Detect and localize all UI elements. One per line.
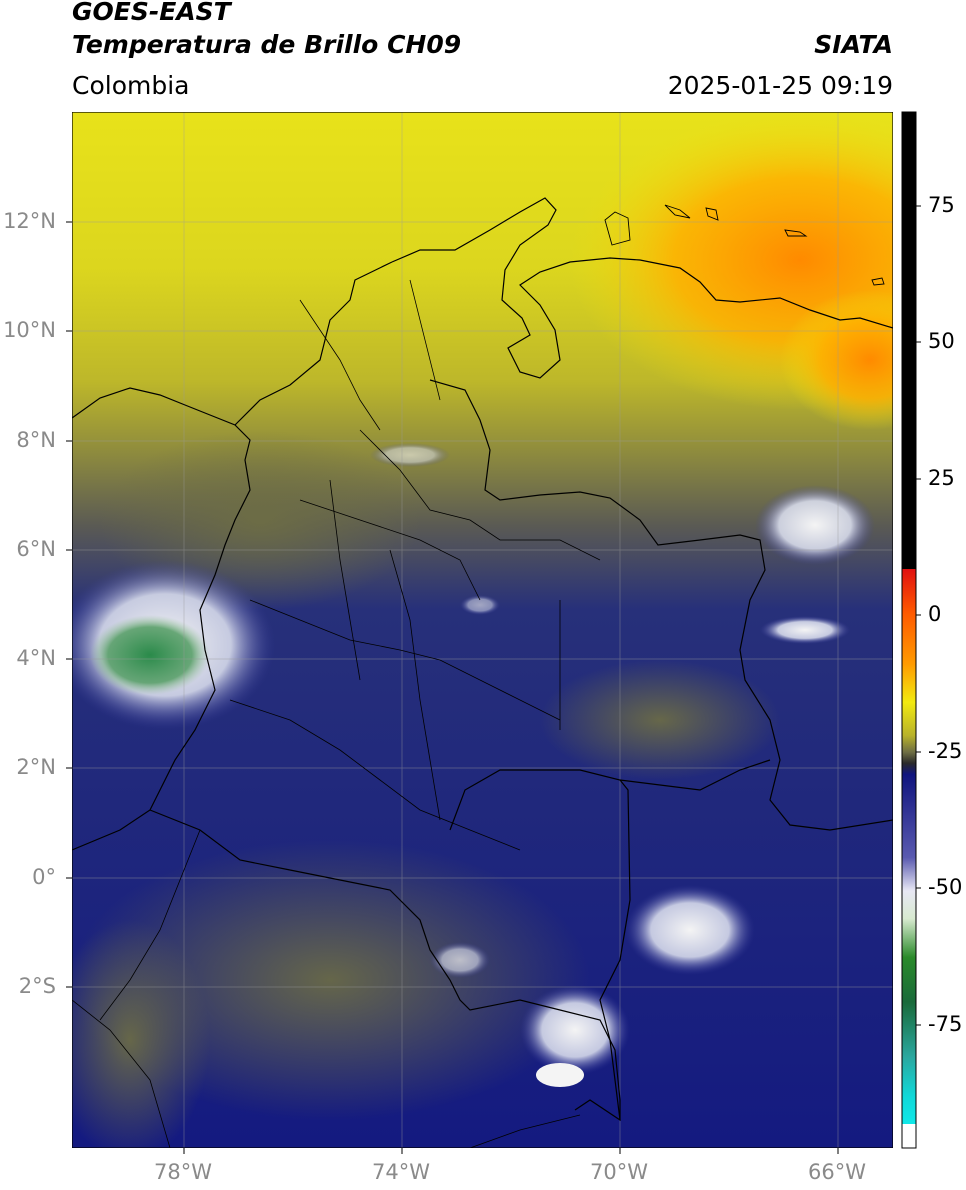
lon-tick-label: 78°W bbox=[154, 1160, 212, 1184]
lat-tick-label: 4°N bbox=[16, 646, 56, 670]
datetime-label: 2025-01-25 09:19 bbox=[667, 71, 893, 100]
organization-label: SIATA bbox=[814, 30, 893, 59]
lon-tick-label: 70°W bbox=[590, 1160, 648, 1184]
lon-tick-label: 66°W bbox=[808, 1160, 866, 1184]
colorbar-label: 50 bbox=[928, 329, 955, 353]
lat-tick-label: 10°N bbox=[3, 318, 56, 342]
lon-tick-label: 74°W bbox=[372, 1160, 430, 1184]
colorbar-label: 75 bbox=[928, 193, 955, 217]
lat-tick-label: 2°S bbox=[18, 974, 56, 998]
lat-tick-label: 8°N bbox=[16, 428, 56, 452]
lat-tick-label: 12°N bbox=[3, 209, 56, 233]
borders bbox=[72, 197, 893, 1148]
colorbar bbox=[901, 111, 921, 1149]
colorbar-label: -25 bbox=[928, 739, 963, 763]
product-title: Temperatura de Brillo CH09 bbox=[72, 30, 462, 59]
gridlines bbox=[72, 112, 893, 1148]
colorbar-label: -50 bbox=[928, 875, 963, 899]
brightness-temperature-field bbox=[72, 112, 893, 1148]
region-label: Colombia bbox=[72, 71, 190, 100]
colorbar-label: 25 bbox=[928, 466, 955, 490]
colorbar-label: -75 bbox=[928, 1012, 963, 1036]
satellite-title: GOES-EAST bbox=[72, 0, 231, 26]
colorbar-label: 0 bbox=[928, 602, 942, 626]
lat-tick-label: 2°N bbox=[16, 755, 56, 779]
lat-tick-label: 6°N bbox=[16, 537, 56, 561]
lat-tick-label: 0° bbox=[32, 865, 56, 889]
